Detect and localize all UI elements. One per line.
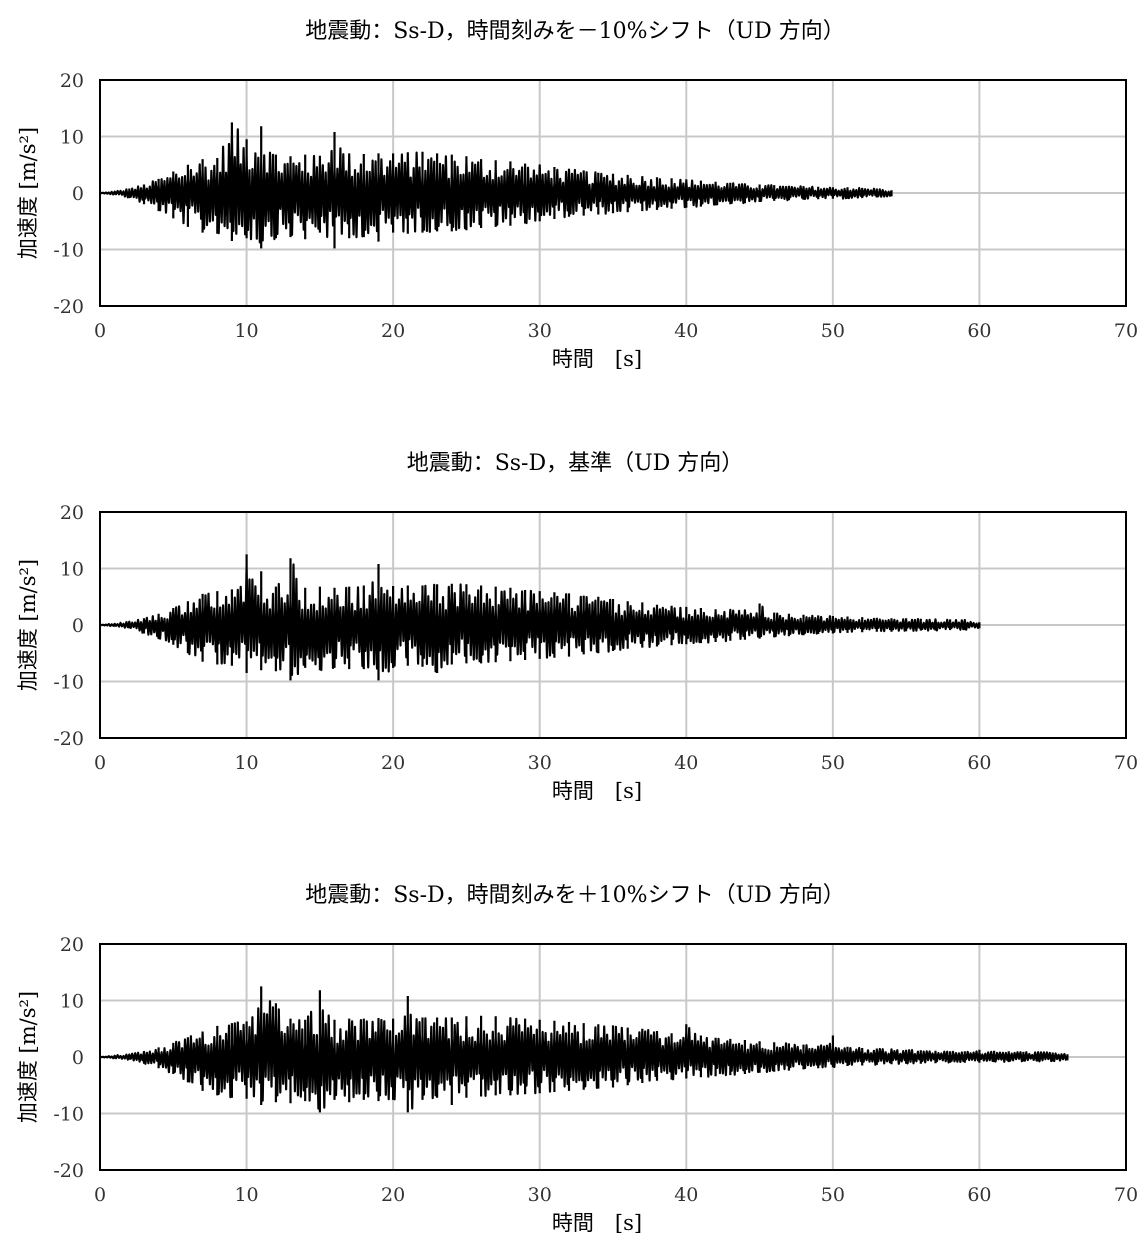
x-tick-label: 20 xyxy=(381,752,405,774)
y-axis-title: 加速度 [m/s²] xyxy=(16,559,40,691)
y-tick-label: 20 xyxy=(60,502,84,524)
y-tick-labels: -20 -10 0 10 20 xyxy=(53,502,84,750)
y-tick-label: -20 xyxy=(53,728,84,750)
y-tick-labels: -20 -10 0 10 20 xyxy=(53,934,84,1182)
x-tick-label: 10 xyxy=(234,752,258,774)
x-tick-label: 40 xyxy=(674,752,698,774)
chart-baseline: 地震動：Ss-D，基準（UD 方向） -20 -10 0 10 20 0 10 20 30 40… xyxy=(16,451,1138,803)
y-tick-label: 10 xyxy=(60,127,84,149)
x-tick-label: 70 xyxy=(1114,752,1138,774)
chart-title: 地震動：Ss-D，時間刻みを－10%シフト（UD 方向） xyxy=(305,19,845,44)
y-tick-label: -10 xyxy=(53,1104,84,1126)
y-tick-label: 0 xyxy=(72,183,84,205)
y-tick-label: -10 xyxy=(53,672,84,694)
x-tick-label: 50 xyxy=(821,320,845,342)
y-tick-label: 0 xyxy=(72,615,84,637)
y-tick-label: 20 xyxy=(60,934,84,956)
y-tick-label: 10 xyxy=(60,559,84,581)
y-tick-labels: -20 -10 0 10 20 xyxy=(53,70,84,318)
x-tick-label: 30 xyxy=(528,320,552,342)
y-tick-label: 0 xyxy=(72,1047,84,1069)
x-tick-label: 30 xyxy=(528,752,552,774)
x-tick-labels: 0 10 20 30 40 50 60 70 xyxy=(94,1184,1138,1206)
x-tick-label: 30 xyxy=(528,1184,552,1206)
y-tick-label: -20 xyxy=(53,1160,84,1182)
x-tick-label: 70 xyxy=(1114,320,1138,342)
y-tick-label: 10 xyxy=(60,991,84,1013)
y-tick-label: -20 xyxy=(53,296,84,318)
x-axis-title: 時間 [s] xyxy=(552,779,642,803)
x-tick-label: 10 xyxy=(234,320,258,342)
chart-minus-10-percent-shift: 地震動：Ss-D，時間刻みを－10%シフト（UD 方向） -20 -10 0 10 20… xyxy=(16,19,1138,371)
x-tick-label: 40 xyxy=(674,320,698,342)
x-tick-label: 10 xyxy=(234,1184,258,1206)
x-tick-label: 50 xyxy=(821,1184,845,1206)
chart-title: 地震動：Ss-D，時間刻みを＋10%シフト（UD 方向） xyxy=(305,883,845,908)
acceleration-series-line xyxy=(99,554,981,681)
x-tick-label: 70 xyxy=(1114,1184,1138,1206)
x-tick-label: 60 xyxy=(967,1184,991,1206)
x-tick-labels: 0 10 20 30 40 50 60 70 xyxy=(94,320,1138,342)
acceleration-series-line xyxy=(99,122,893,249)
x-axis-title: 時間 [s] xyxy=(552,1211,642,1235)
x-tick-label: 60 xyxy=(967,752,991,774)
y-tick-label: -10 xyxy=(53,240,84,262)
x-tick-label: 20 xyxy=(381,320,405,342)
y-axis-title: 加速度 [m/s²] xyxy=(16,991,40,1123)
x-tick-label: 0 xyxy=(94,1184,106,1206)
x-tick-label: 0 xyxy=(94,320,106,342)
x-tick-label: 40 xyxy=(674,1184,698,1206)
x-axis-title: 時間 [s] xyxy=(552,347,642,371)
acceleration-series-line xyxy=(99,986,1069,1113)
x-tick-label: 50 xyxy=(821,752,845,774)
chart-plus-10-percent-shift: 地震動：Ss-D，時間刻みを＋10%シフト（UD 方向） -20 -10 0 10 20… xyxy=(16,883,1138,1235)
y-axis-title: 加速度 [m/s²] xyxy=(16,127,40,259)
chart-title: 地震動：Ss-D，基準（UD 方向） xyxy=(407,451,744,476)
x-tick-labels: 0 10 20 30 40 50 60 70 xyxy=(94,752,1138,774)
y-tick-label: 20 xyxy=(60,70,84,92)
x-tick-label: 20 xyxy=(381,1184,405,1206)
x-tick-label: 0 xyxy=(94,752,106,774)
x-tick-label: 60 xyxy=(967,320,991,342)
